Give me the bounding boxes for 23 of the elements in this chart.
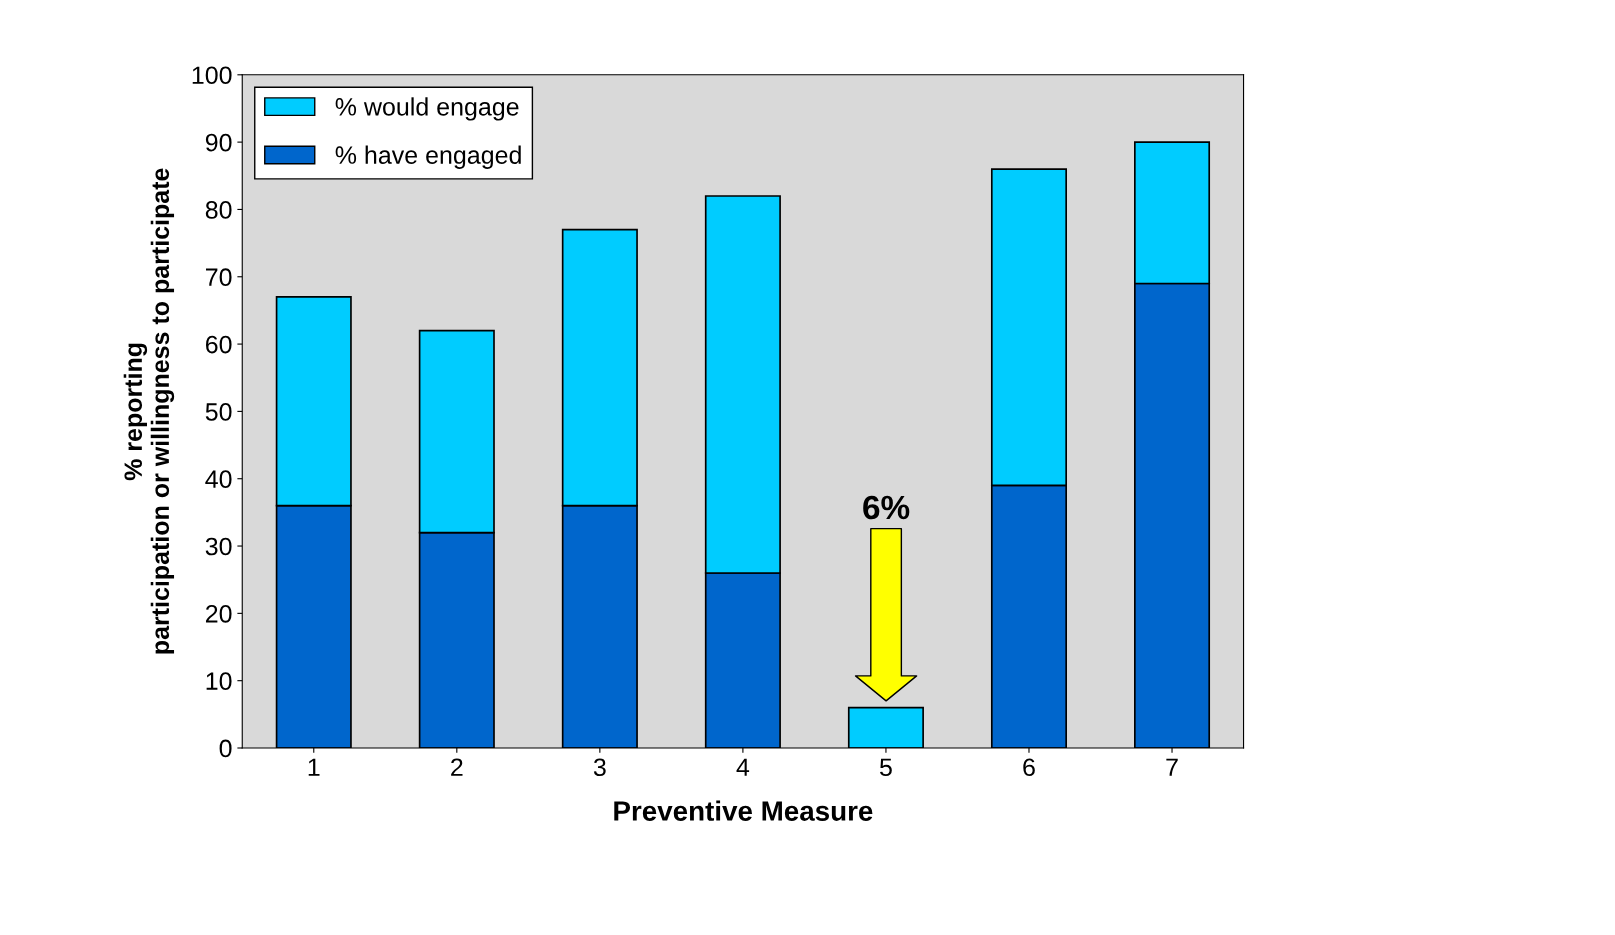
- x-tick-label: 5: [879, 758, 892, 777]
- annotation: 6%: [863, 495, 910, 520]
- x-tick-label: 6: [1023, 758, 1035, 777]
- y-tick-label: 30: [205, 537, 232, 556]
- y-tick-label: 10: [206, 672, 232, 690]
- y-tick-label: 50: [205, 403, 232, 421]
- legend-label: % have engaged: [335, 145, 521, 169]
- x-tick-label: 1: [308, 758, 320, 776]
- x-tick-label: 4: [736, 758, 750, 776]
- legend-label: % would engage: [335, 97, 519, 121]
- y-tick-label: 0: [219, 739, 232, 758]
- y-tick-label: 60: [205, 335, 232, 354]
- y-tick-label: 80: [205, 201, 232, 219]
- y-tick-label: 40: [205, 470, 232, 489]
- y-tick-label: 20: [205, 604, 232, 623]
- y-tick-label: 70: [206, 268, 232, 287]
- y-tick-label: 90: [205, 133, 232, 152]
- x-tick-label: 2: [451, 758, 463, 776]
- x-axis-title: Preventive Measure: [614, 800, 873, 821]
- y-axis-title: % reporting participation or willingness to participate: [123, 168, 175, 654]
- x-tick-label: 3: [593, 758, 606, 777]
- y-tick-label: 100: [192, 66, 232, 85]
- x-tick-label: 7: [1166, 758, 1178, 776]
